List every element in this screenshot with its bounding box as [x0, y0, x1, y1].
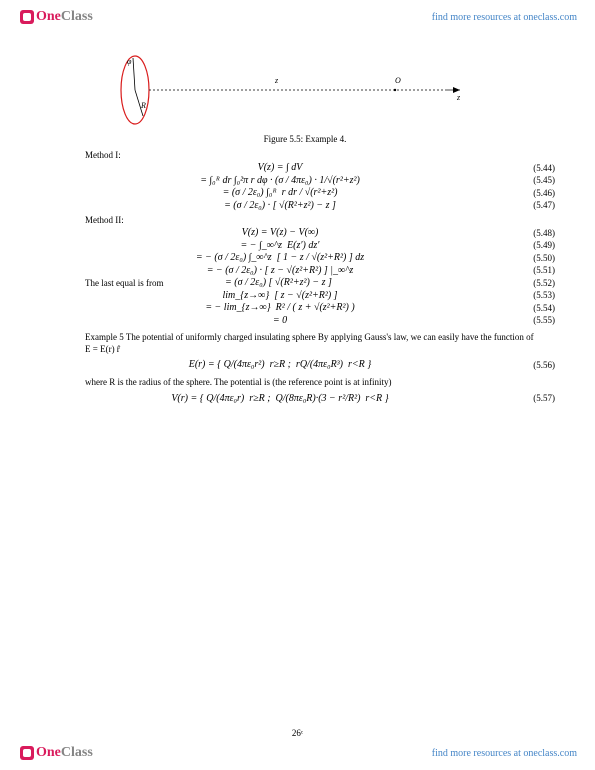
logo-icon [18, 8, 36, 26]
figure-caption: Figure 5.5: Example 4. [55, 134, 555, 144]
equation-body: = − (σ / 2ε₀) ∫_∞^z [ 1 − z / √(z²+R²) ]… [55, 252, 505, 264]
phi-label: φ [127, 57, 132, 66]
equation-row: = (σ / 2ε₀) · [ √(R²+z²) − z ] (5.47) [55, 200, 555, 212]
equation-row: = 0 (5.55) [55, 315, 555, 327]
header-resources-link[interactable]: find more resources at oneclass.com [432, 12, 577, 23]
brand-part1-footer: One [36, 745, 61, 761]
equation-body: = 0 [55, 315, 505, 327]
equation-row: = − lim_{z→∞} R² / ( z + √(z²+R²) ) (5.5… [55, 302, 555, 314]
last-equal-note: The last equal is from [85, 278, 225, 288]
equation-row: V(r) = { Q/(4πε₀r) r≥R ; Q/(8πε₀R)·(3 − … [55, 393, 555, 405]
method-1-label: Method I: [85, 150, 555, 160]
method-2-label: Method II: [85, 215, 555, 225]
equation-number: (5.55) [505, 315, 555, 325]
equation-number: (5.49) [505, 240, 555, 250]
equation-row: V(z) = V(z) − V(∞) (5.48) [55, 227, 555, 239]
equation-row: = − ∫_∞^z E(z′) dz′ (5.49) [55, 240, 555, 252]
equation-number: (5.51) [505, 265, 555, 275]
equation-number: (5.53) [505, 290, 555, 300]
equation-number: (5.54) [505, 303, 555, 313]
page-header: OneClass find more resources at oneclass… [0, 0, 595, 34]
equation-row: = ∫₀ᴿ dr ∫₀²π r dφ · (σ / 4πε₀) · 1/√(r²… [55, 175, 555, 187]
brand-part1: One [36, 9, 61, 25]
radius-label: R [140, 101, 146, 110]
equation-row: = − (σ / 2ε₀) · [ z − √(z²+R²) ] |_∞^z (… [55, 265, 555, 277]
equation-number: (5.47) [505, 200, 555, 210]
equation-body: = (σ / 2ε₀) · [ √(R²+z²) − z ] [55, 200, 505, 212]
brand-logo-footer: OneClass [18, 744, 93, 762]
equation-body: = − (σ / 2ε₀) · [ z − √(z²+R²) ] |_∞^z [55, 265, 505, 277]
brand-logo: OneClass [18, 8, 93, 26]
equation-body: = (σ / 2ε₀) [ √(R²+z²) − z ] [225, 277, 505, 289]
equation-row: The last equal is from = (σ / 2ε₀) [ √(R… [55, 277, 555, 289]
footer-resources-link[interactable]: find more resources at oneclass.com [432, 748, 577, 759]
equation-number: (5.48) [505, 228, 555, 238]
equation-number: (5.46) [505, 188, 555, 198]
equation-row: E(r) = { Q/(4πε₀r²) r≥R ; rQ/(4πε₀R³) r<… [55, 359, 555, 371]
equation-row: V(z) = ∫ dV (5.44) [55, 162, 555, 174]
equation-number: (5.45) [505, 175, 555, 185]
figure-5-5-diagram: φ R z O z [105, 50, 465, 130]
where-paragraph: where R is the radius of the sphere. The… [85, 377, 535, 389]
equation-body: V(r) = { Q/(4πε₀r) r≥R ; Q/(8πε₀R)·(3 − … [55, 393, 505, 405]
brand-part2-footer: Class [61, 745, 93, 761]
equation-body: = − lim_{z→∞} R² / ( z + √(z²+R²) ) [55, 302, 505, 314]
logo-icon [18, 744, 36, 762]
equation-body: E(r) = { Q/(4πε₀r²) r≥R ; rQ/(4πε₀R³) r<… [55, 359, 505, 371]
equation-row: lim_{z→∞} [ z − √(z²+R²) ] (5.53) [55, 290, 555, 302]
brand-part2: Class [61, 9, 93, 25]
equation-body: = ∫₀ᴿ dr ∫₀²π r dφ · (σ / 4πε₀) · 1/√(r²… [55, 175, 505, 187]
equation-number: (5.52) [505, 278, 555, 288]
equation-body: = (σ / 2ε₀) ∫₀ᴿ r dr / √(r²+z²) [55, 187, 505, 199]
page-footer: OneClass find more resources at oneclass… [0, 736, 595, 770]
origin-label: O [395, 76, 401, 85]
example-5-paragraph: Example 5 The potential of uniformly cha… [85, 332, 535, 355]
equation-number: (5.44) [505, 163, 555, 173]
equation-row: = (σ / 2ε₀) ∫₀ᴿ r dr / √(r²+z²) (5.46) [55, 187, 555, 199]
z-label: z [274, 76, 279, 85]
equation-number: (5.56) [505, 360, 555, 370]
equation-number: (5.57) [505, 393, 555, 403]
equation-body: V(z) = ∫ dV [55, 162, 505, 174]
equation-number: (5.50) [505, 253, 555, 263]
equation-body: = − ∫_∞^z E(z′) dz′ [55, 240, 505, 252]
equation-body: V(z) = V(z) − V(∞) [55, 227, 505, 239]
equation-body: lim_{z→∞} [ z − √(z²+R²) ] [55, 290, 505, 302]
equation-row: = − (σ / 2ε₀) ∫_∞^z [ 1 − z / √(z²+R²) ]… [55, 252, 555, 264]
z-arrow-label: z [456, 93, 461, 102]
page-content: φ R z O z Figure 5.5: Example 4. Method … [55, 40, 555, 730]
